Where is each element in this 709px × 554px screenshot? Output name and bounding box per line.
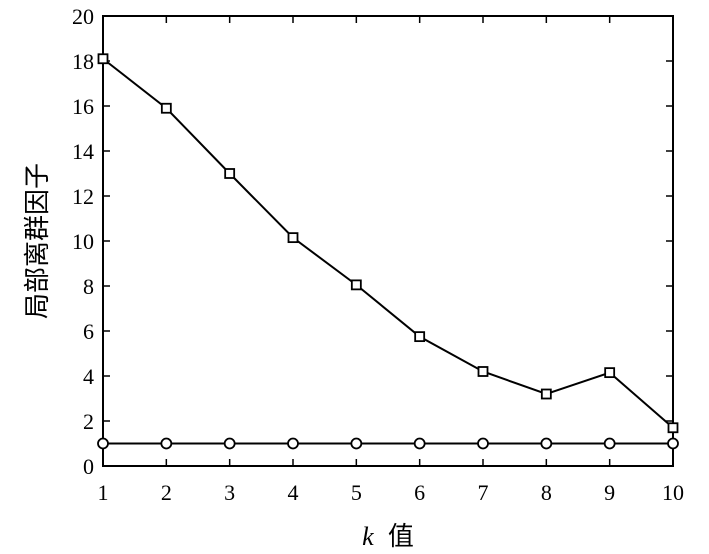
x-tick-label: 3 [224, 480, 235, 505]
x-tick-label: 9 [604, 480, 615, 505]
data-point-circle [413, 437, 426, 450]
data-point-circle [223, 437, 236, 450]
data-point-square [97, 53, 109, 65]
series-line-1 [102, 57, 674, 429]
y-axis-label: 局部离群因子 [23, 163, 53, 319]
y-tick-label: 12 [72, 184, 94, 209]
y-tick-label: 10 [72, 229, 94, 254]
x-tick-label: 6 [414, 480, 425, 505]
y-tick-label: 6 [83, 319, 94, 344]
data-point-circle [477, 437, 489, 450]
series-layer [97, 53, 679, 450]
y-tick-label: 0 [83, 454, 94, 479]
y-tick-label: 4 [83, 364, 94, 389]
x-tick-label: 4 [288, 480, 299, 505]
x-axis-label-var: k [362, 522, 374, 551]
y-tick-label: 16 [72, 94, 94, 119]
plot-frame [102, 15, 674, 467]
data-point-circle [287, 437, 299, 450]
data-point-square [224, 168, 236, 179]
y-tick-label: 2 [83, 409, 94, 434]
x-tick-label: 7 [478, 480, 489, 505]
data-point-circle [97, 437, 109, 450]
x-tick-label: 1 [98, 480, 109, 505]
data-point-circle [603, 437, 616, 450]
x-axis-label: k 值 [362, 522, 414, 552]
data-point-circle [540, 437, 553, 450]
data-point-square [540, 388, 552, 400]
x-tick-label: 10 [662, 480, 684, 505]
data-point-square [160, 102, 172, 114]
data-point-square [477, 366, 489, 377]
data-point-square [350, 279, 362, 291]
y-tick-label: 18 [72, 49, 94, 74]
y-tick-label: 14 [72, 139, 94, 164]
data-point-circle [667, 437, 679, 450]
x-tick-label: 2 [161, 480, 172, 505]
data-point-circle [350, 437, 363, 450]
data-point-square [604, 367, 616, 379]
data-point-square [287, 232, 299, 244]
x-tick-label: 8 [541, 480, 552, 505]
x-tick-label: 5 [351, 480, 362, 505]
y-tick-label: 8 [83, 274, 94, 299]
x-axis-label-rest: 值 [388, 522, 414, 552]
y-tick-label: 20 [72, 4, 94, 29]
data-point-circle [160, 437, 173, 450]
data-point-square [667, 422, 679, 434]
data-point-square [414, 331, 426, 343]
